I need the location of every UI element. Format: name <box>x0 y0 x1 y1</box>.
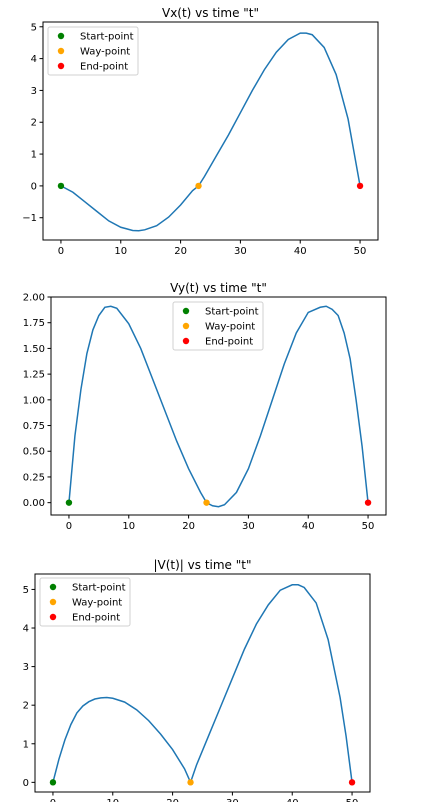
x-tick-label: 30 <box>234 246 247 257</box>
legend-label: End-point <box>72 613 120 624</box>
chart-title: Vx(t) vs time "t" <box>162 6 259 20</box>
start-point-marker <box>57 182 65 190</box>
x-tick-label: 30 <box>242 521 255 532</box>
legend-label: Start-point <box>72 583 126 594</box>
chart-title: |V(t)| vs time "t" <box>153 558 251 572</box>
legend-label: Start-point <box>205 307 259 318</box>
legend-label: Way-point <box>80 47 130 58</box>
legend-box <box>47 26 139 76</box>
x-tick-label: 50 <box>362 521 375 532</box>
way-point-legend-marker <box>57 47 65 55</box>
way-point-marker <box>195 182 202 190</box>
start-point-marker <box>65 499 73 506</box>
chart-2: Vy(t) vs time "t" 0 10 20 30 40 50 0.00 0.25 0.50… <box>23 281 387 532</box>
y-tick-label: 0 <box>31 181 37 192</box>
axes-frame <box>42 21 379 241</box>
way-point-legend-marker <box>49 598 57 606</box>
x-tick-label: 10 <box>106 798 119 802</box>
x-tick-label: 0 <box>50 798 56 802</box>
axes-frame <box>34 573 371 793</box>
axes-frame <box>50 296 387 516</box>
end-point-marker <box>348 779 356 786</box>
start-point-legend-marker <box>182 307 190 315</box>
series-line <box>68 305 369 508</box>
legend-label: End-point <box>80 62 128 73</box>
way-point-legend-marker <box>182 322 190 330</box>
y-tick-label: 0 <box>23 778 29 789</box>
start-point-legend-marker <box>57 32 65 40</box>
y-tick-label: 1 <box>31 150 37 161</box>
x-tick-label: 30 <box>226 798 239 802</box>
legend-label: End-point <box>205 337 253 348</box>
x-tick-label: 10 <box>114 246 127 257</box>
x-tick-label: 0 <box>66 521 72 532</box>
y-tick-label: 0.75 <box>23 421 45 432</box>
y-tick-label: 2 <box>31 118 37 129</box>
legend-label: Start-point <box>80 32 134 43</box>
y-tick-label: 4 <box>31 54 37 65</box>
end-point-legend-marker <box>57 62 65 70</box>
legend-box <box>39 577 131 627</box>
y-tick-label: 0.25 <box>23 472 45 483</box>
x-tick-label: 20 <box>182 521 195 532</box>
y-tick-label: 4 <box>23 624 29 635</box>
way-point-marker <box>203 499 210 506</box>
x-tick-label: 40 <box>302 521 315 532</box>
legend: Start-point Way-point End-point <box>39 577 131 627</box>
x-tick-label: 20 <box>174 246 187 257</box>
start-point-marker <box>49 779 57 786</box>
x-tick-label: 40 <box>286 798 299 802</box>
end-point-marker <box>356 182 364 190</box>
legend: Start-point Way-point End-point <box>172 301 264 351</box>
y-tick-label: 3 <box>23 662 29 673</box>
chart-1: Vx(t) vs time "t" 0 10 20 30 40 50 −1 0 1 2 3 4 5 Star… <box>22 6 379 257</box>
legend-label: Way-point <box>205 322 255 333</box>
y-tick-label: 5 <box>23 585 29 596</box>
chart-3: |V(t)| vs time "t" 0 10 20 30 40 50 0 1 2 3 4 5 Start… <box>23 558 371 802</box>
y-tick-label: 3 <box>31 86 37 97</box>
end-point-marker <box>364 499 372 506</box>
chart-title: Vy(t) vs time "t" <box>170 281 267 295</box>
y-tick-label: −1 <box>22 213 37 224</box>
y-tick-label: 1.75 <box>23 318 45 329</box>
x-tick-label: 40 <box>294 246 307 257</box>
series-line <box>60 32 361 232</box>
series-line <box>52 584 353 785</box>
y-tick-label: 0.50 <box>23 447 45 458</box>
legend: Start-point Way-point End-point <box>47 26 139 76</box>
y-tick-label: 1.50 <box>23 344 45 355</box>
x-tick-label: 10 <box>122 521 135 532</box>
legend-label: Way-point <box>72 598 122 609</box>
x-tick-label: 0 <box>58 246 64 257</box>
x-tick-label: 50 <box>354 246 367 257</box>
end-point-legend-marker <box>49 613 57 621</box>
end-point-legend-marker <box>182 337 190 345</box>
y-tick-label: 1 <box>23 739 29 750</box>
x-tick-label: 50 <box>346 798 359 802</box>
start-point-legend-marker <box>49 583 57 591</box>
y-tick-label: 0.00 <box>23 498 45 509</box>
y-tick-label: 2.00 <box>23 293 45 304</box>
y-tick-label: 1.25 <box>23 370 45 381</box>
y-tick-label: 5 <box>31 22 37 33</box>
y-tick-label: 2 <box>23 701 29 712</box>
y-tick-label: 1.00 <box>23 395 45 406</box>
legend-box <box>172 301 264 351</box>
way-point-marker <box>187 779 194 786</box>
x-tick-label: 20 <box>166 798 179 802</box>
